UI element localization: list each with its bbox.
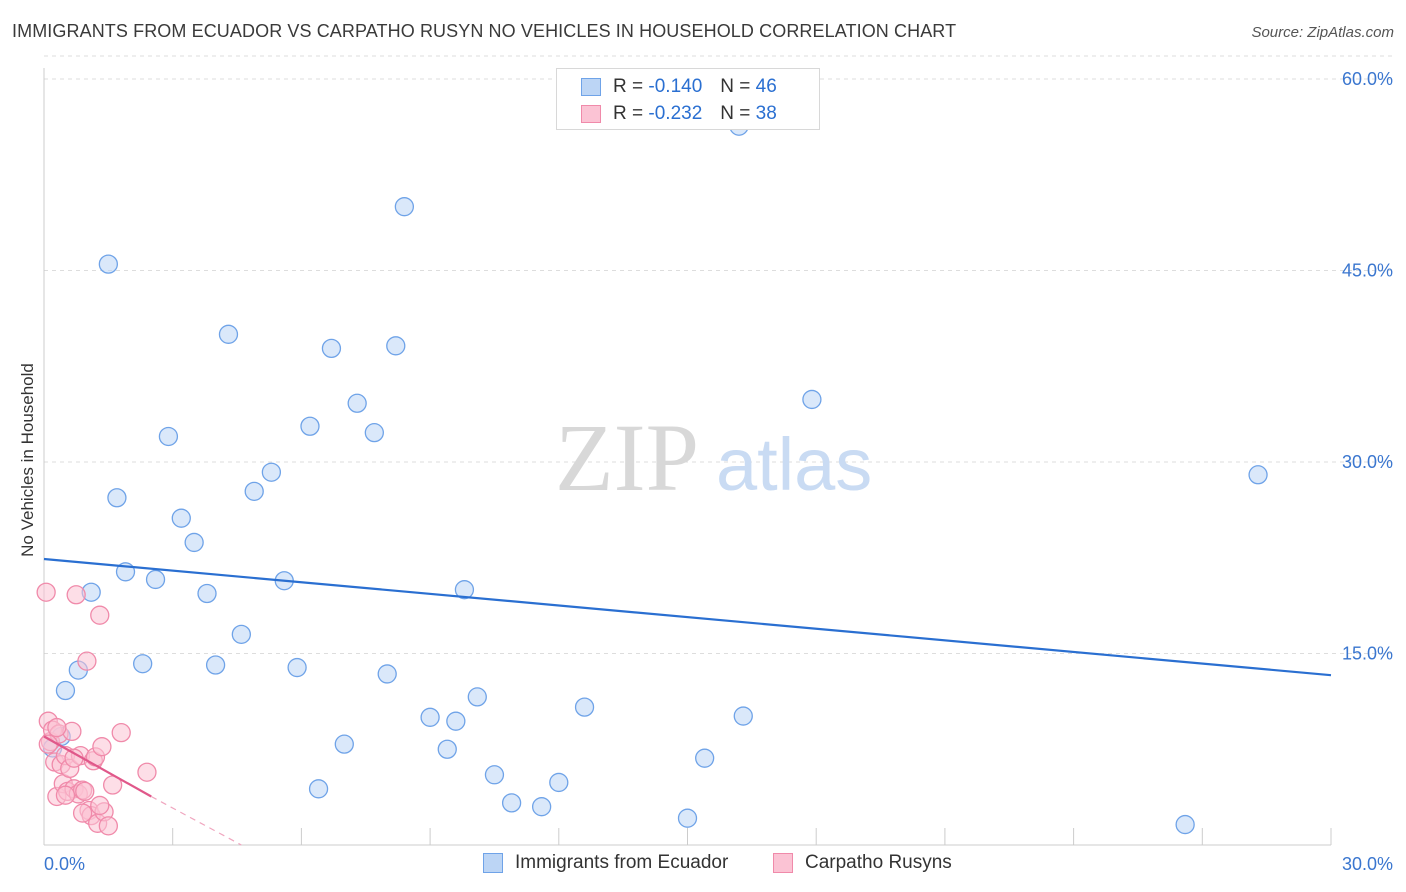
rusyn-point: [77, 651, 97, 671]
y-tick-label: 30.0%: [1342, 452, 1393, 472]
stats-r-value: -0.232: [648, 103, 703, 124]
ecuador-point: [321, 338, 342, 359]
ecuador-point: [171, 508, 191, 528]
ecuador-point: [205, 655, 226, 675]
stats-swatch-rusyn: [581, 105, 601, 123]
ecuador-point: [386, 336, 406, 356]
stats-swatch-ecuador: [581, 78, 601, 96]
legend-swatch-rusyn: [773, 853, 793, 873]
chart-title: IMMIGRANTS FROM ECUADOR VS CARPATHO RUSY…: [12, 21, 957, 41]
ecuador-point: [446, 711, 466, 731]
y-tick-label: 60.0%: [1342, 69, 1393, 89]
rusyn-point: [66, 585, 86, 605]
y-axis-label-wrap: No Vehicles in Household: [16, 300, 40, 620]
ecuador-point: [677, 808, 698, 828]
stats-n-label: N =: [720, 103, 751, 124]
ecuador-point: [1175, 814, 1195, 835]
x-tick-label-max: 30.0%: [1342, 854, 1393, 874]
gridlines: [44, 55, 1392, 654]
ecuador-point: [549, 772, 569, 793]
ecuador-point: [484, 765, 505, 785]
rusyn-point: [55, 785, 76, 805]
ecuador-trend-line: [43, 557, 1332, 677]
x-tick-labels: 0.0% 30.0%: [44, 854, 1393, 874]
legend-label-ecuador: Immigrants from Ecuador: [515, 852, 729, 873]
ecuador-point: [364, 422, 384, 443]
rusyn-point: [36, 582, 56, 602]
ecuador-point: [454, 580, 475, 600]
legend-swatch-ecuador: [483, 853, 503, 873]
ecuador-point: [347, 393, 367, 413]
rusyn-point: [90, 795, 110, 816]
y-tick-label: 15.0%: [1342, 644, 1393, 664]
stats-n-value: 38: [755, 103, 777, 124]
ecuador-point: [218, 324, 239, 344]
stats-r-label: R =: [613, 103, 644, 124]
stats-row-rusyn: R = -0.232 N = 38: [581, 101, 777, 127]
ecuador-point: [733, 706, 753, 726]
ecuador-point: [437, 739, 457, 759]
ecuador-point: [308, 779, 329, 799]
rusyn-point: [98, 816, 118, 836]
rusyn-point: [92, 737, 112, 757]
rusyn-point: [75, 781, 95, 802]
ecuador-point: [133, 654, 153, 674]
ecuador-point: [377, 664, 397, 684]
legend-label-rusyn: Carpatho Rusyns: [805, 852, 952, 873]
stats-box: R = -0.140 N = 46 R = -0.232 N = 38: [556, 68, 820, 130]
source-label: Source: ZipAtlas.com: [1251, 24, 1394, 41]
ecuador-point: [107, 488, 127, 508]
rusyn-point: [90, 605, 110, 625]
stats-n-value: 46: [755, 76, 777, 97]
rusyn-trend-extension: [150, 795, 242, 846]
ecuador-point: [261, 462, 282, 482]
rusyn-point: [47, 717, 67, 738]
trend-lines: [43, 557, 1332, 846]
legend: Immigrants from Ecuador Carpatho Rusyns: [0, 852, 1406, 878]
legend-item-rusyn[interactable]: Carpatho Rusyns: [773, 852, 952, 874]
ecuador-point: [501, 793, 522, 813]
legend-item-ecuador[interactable]: Immigrants from Ecuador: [483, 852, 728, 874]
stats-row-ecuador: R = -0.140 N = 46: [581, 74, 777, 100]
ecuador-point: [287, 657, 307, 678]
ecuador-point: [467, 687, 487, 707]
ecuador-point: [158, 426, 179, 447]
ecuador-point: [98, 254, 118, 274]
rusyn-point: [64, 748, 84, 768]
ecuador-point: [531, 797, 552, 817]
ecuador-point: [184, 532, 204, 553]
ecuador-point: [394, 197, 415, 217]
watermark-atlas: atlas: [716, 423, 872, 506]
ecuador-point: [420, 707, 440, 727]
stats-n-label: N =: [720, 76, 751, 97]
stats-r-value: -0.140: [648, 76, 703, 97]
rusyn-point: [72, 803, 93, 823]
ecuador-point: [244, 481, 264, 502]
ecuador-point: [55, 680, 76, 701]
watermark-zip: ZIP: [555, 404, 699, 511]
y-tick-label: 45.0%: [1342, 261, 1393, 281]
x-tick-label-min: 0.0%: [44, 854, 85, 874]
ecuador-point: [197, 583, 217, 604]
data-points: [36, 116, 1268, 836]
ecuador-point: [802, 389, 822, 410]
ecuador-point: [334, 734, 354, 754]
ecuador-point: [300, 416, 320, 436]
rusyn-point: [137, 762, 157, 782]
stats-r-label: R =: [613, 76, 644, 97]
y-axis-label: No Vehicles in Household: [18, 363, 37, 557]
ecuador-point: [1248, 465, 1268, 485]
rusyn-trend-line: [43, 735, 152, 798]
ecuador-point: [231, 624, 251, 644]
ecuador-point: [695, 748, 715, 768]
y-tick-labels: 15.0% 30.0% 45.0% 60.0%: [1342, 69, 1393, 664]
rusyn-point: [111, 723, 131, 743]
ecuador-point: [574, 697, 595, 717]
ecuador-point: [145, 569, 166, 590]
